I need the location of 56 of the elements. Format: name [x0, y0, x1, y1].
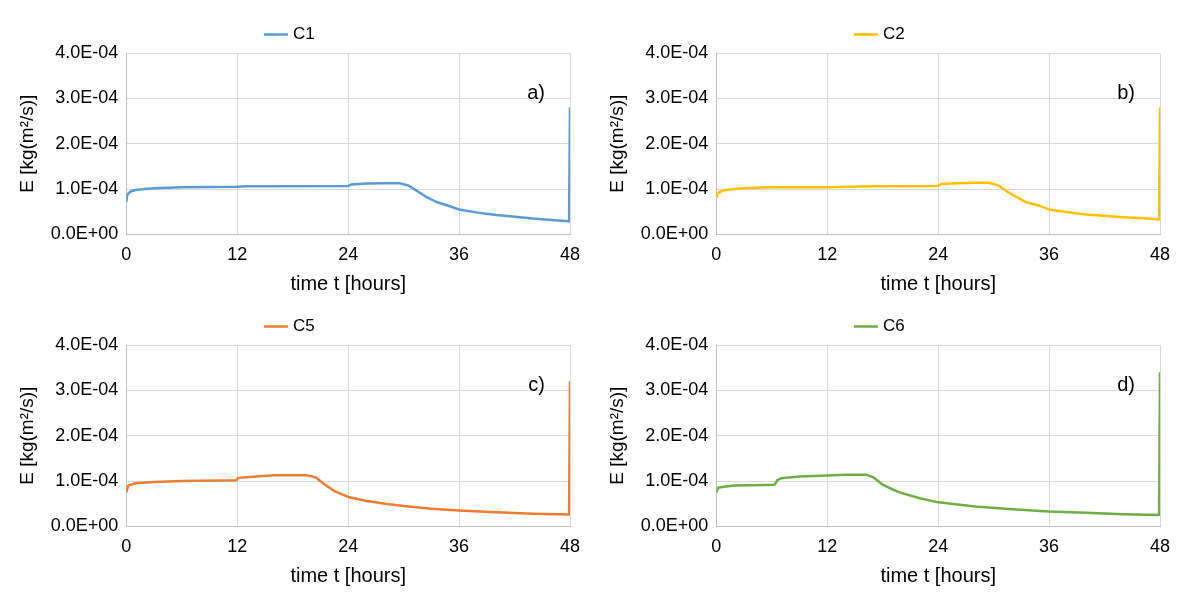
- y-tick-label: 1.0E-04: [645, 470, 709, 491]
- x-tick-label: 12: [817, 536, 838, 557]
- annotation: a): [527, 80, 545, 103]
- annotation: c): [528, 372, 545, 395]
- x-axis-title: time t [hours]: [880, 271, 996, 294]
- x-tick-label: 36: [1039, 536, 1060, 557]
- y-tick-label: 0.0E+00: [640, 223, 709, 244]
- x-tick-label: 36: [449, 244, 470, 265]
- legend-label: C1: [292, 24, 315, 44]
- y-tick-label: 4.0E-04: [645, 41, 709, 62]
- x-tick-label: 48: [559, 536, 581, 557]
- y-axis-title: E [kg(m²/s)]: [605, 94, 627, 193]
- y-tick-label: 3.0E-04: [645, 379, 709, 400]
- x-tick-label: 24: [928, 536, 949, 557]
- x-axis-title: time t [hours]: [290, 563, 406, 586]
- x-tick-label: 12: [817, 244, 838, 265]
- x-tick-label: 48: [1149, 536, 1171, 557]
- x-tick-label: 12: [227, 244, 248, 265]
- y-tick-label: 3.0E-04: [645, 87, 709, 108]
- annotation: d): [1117, 372, 1135, 395]
- legend-label: C5: [292, 316, 315, 336]
- x-axis-title: time t [hours]: [880, 563, 996, 586]
- x-tick-label: 48: [1149, 244, 1171, 265]
- annotation: b): [1117, 80, 1135, 103]
- x-tick-label: 24: [338, 244, 359, 265]
- y-tick-label: 4.0E-04: [55, 333, 119, 354]
- y-tick-label: 2.0E-04: [645, 424, 709, 445]
- x-tick-label: 12: [227, 536, 248, 557]
- y-tick-label: 0.0E+00: [50, 223, 119, 244]
- y-tick-label: 1.0E-04: [55, 470, 119, 491]
- y-tick-label: 2.0E-04: [55, 424, 119, 445]
- x-tick-label: 36: [449, 536, 470, 557]
- y-tick-label: 3.0E-04: [55, 87, 119, 108]
- y-tick-label: 0.0E+00: [640, 515, 709, 536]
- y-axis-title: E [kg(m²/s)]: [15, 386, 37, 485]
- legend-label: C2: [882, 24, 905, 44]
- y-tick-label: 1.0E-04: [55, 178, 119, 199]
- x-tick-label: 24: [928, 244, 949, 265]
- x-tick-label: 0: [121, 536, 132, 557]
- y-tick-label: 2.0E-04: [645, 132, 709, 153]
- y-tick-label: 1.0E-04: [645, 178, 709, 199]
- x-tick-label: 24: [338, 536, 359, 557]
- y-tick-label: 0.0E+00: [50, 515, 119, 536]
- y-tick-label: 3.0E-04: [55, 379, 119, 400]
- y-tick-label: 4.0E-04: [55, 41, 119, 62]
- y-axis-title: E [kg(m²/s)]: [605, 386, 627, 485]
- x-tick-label: 0: [121, 244, 132, 265]
- y-axis-title: E [kg(m²/s)]: [15, 94, 37, 193]
- legend-label: C6: [882, 316, 905, 336]
- x-tick-label: 48: [559, 244, 581, 265]
- x-tick-label: 0: [711, 244, 722, 265]
- y-tick-label: 4.0E-04: [645, 333, 709, 354]
- x-tick-label: 36: [1039, 244, 1060, 265]
- x-tick-label: 0: [711, 536, 722, 557]
- x-axis-title: time t [hours]: [290, 271, 406, 294]
- y-tick-label: 2.0E-04: [55, 132, 119, 153]
